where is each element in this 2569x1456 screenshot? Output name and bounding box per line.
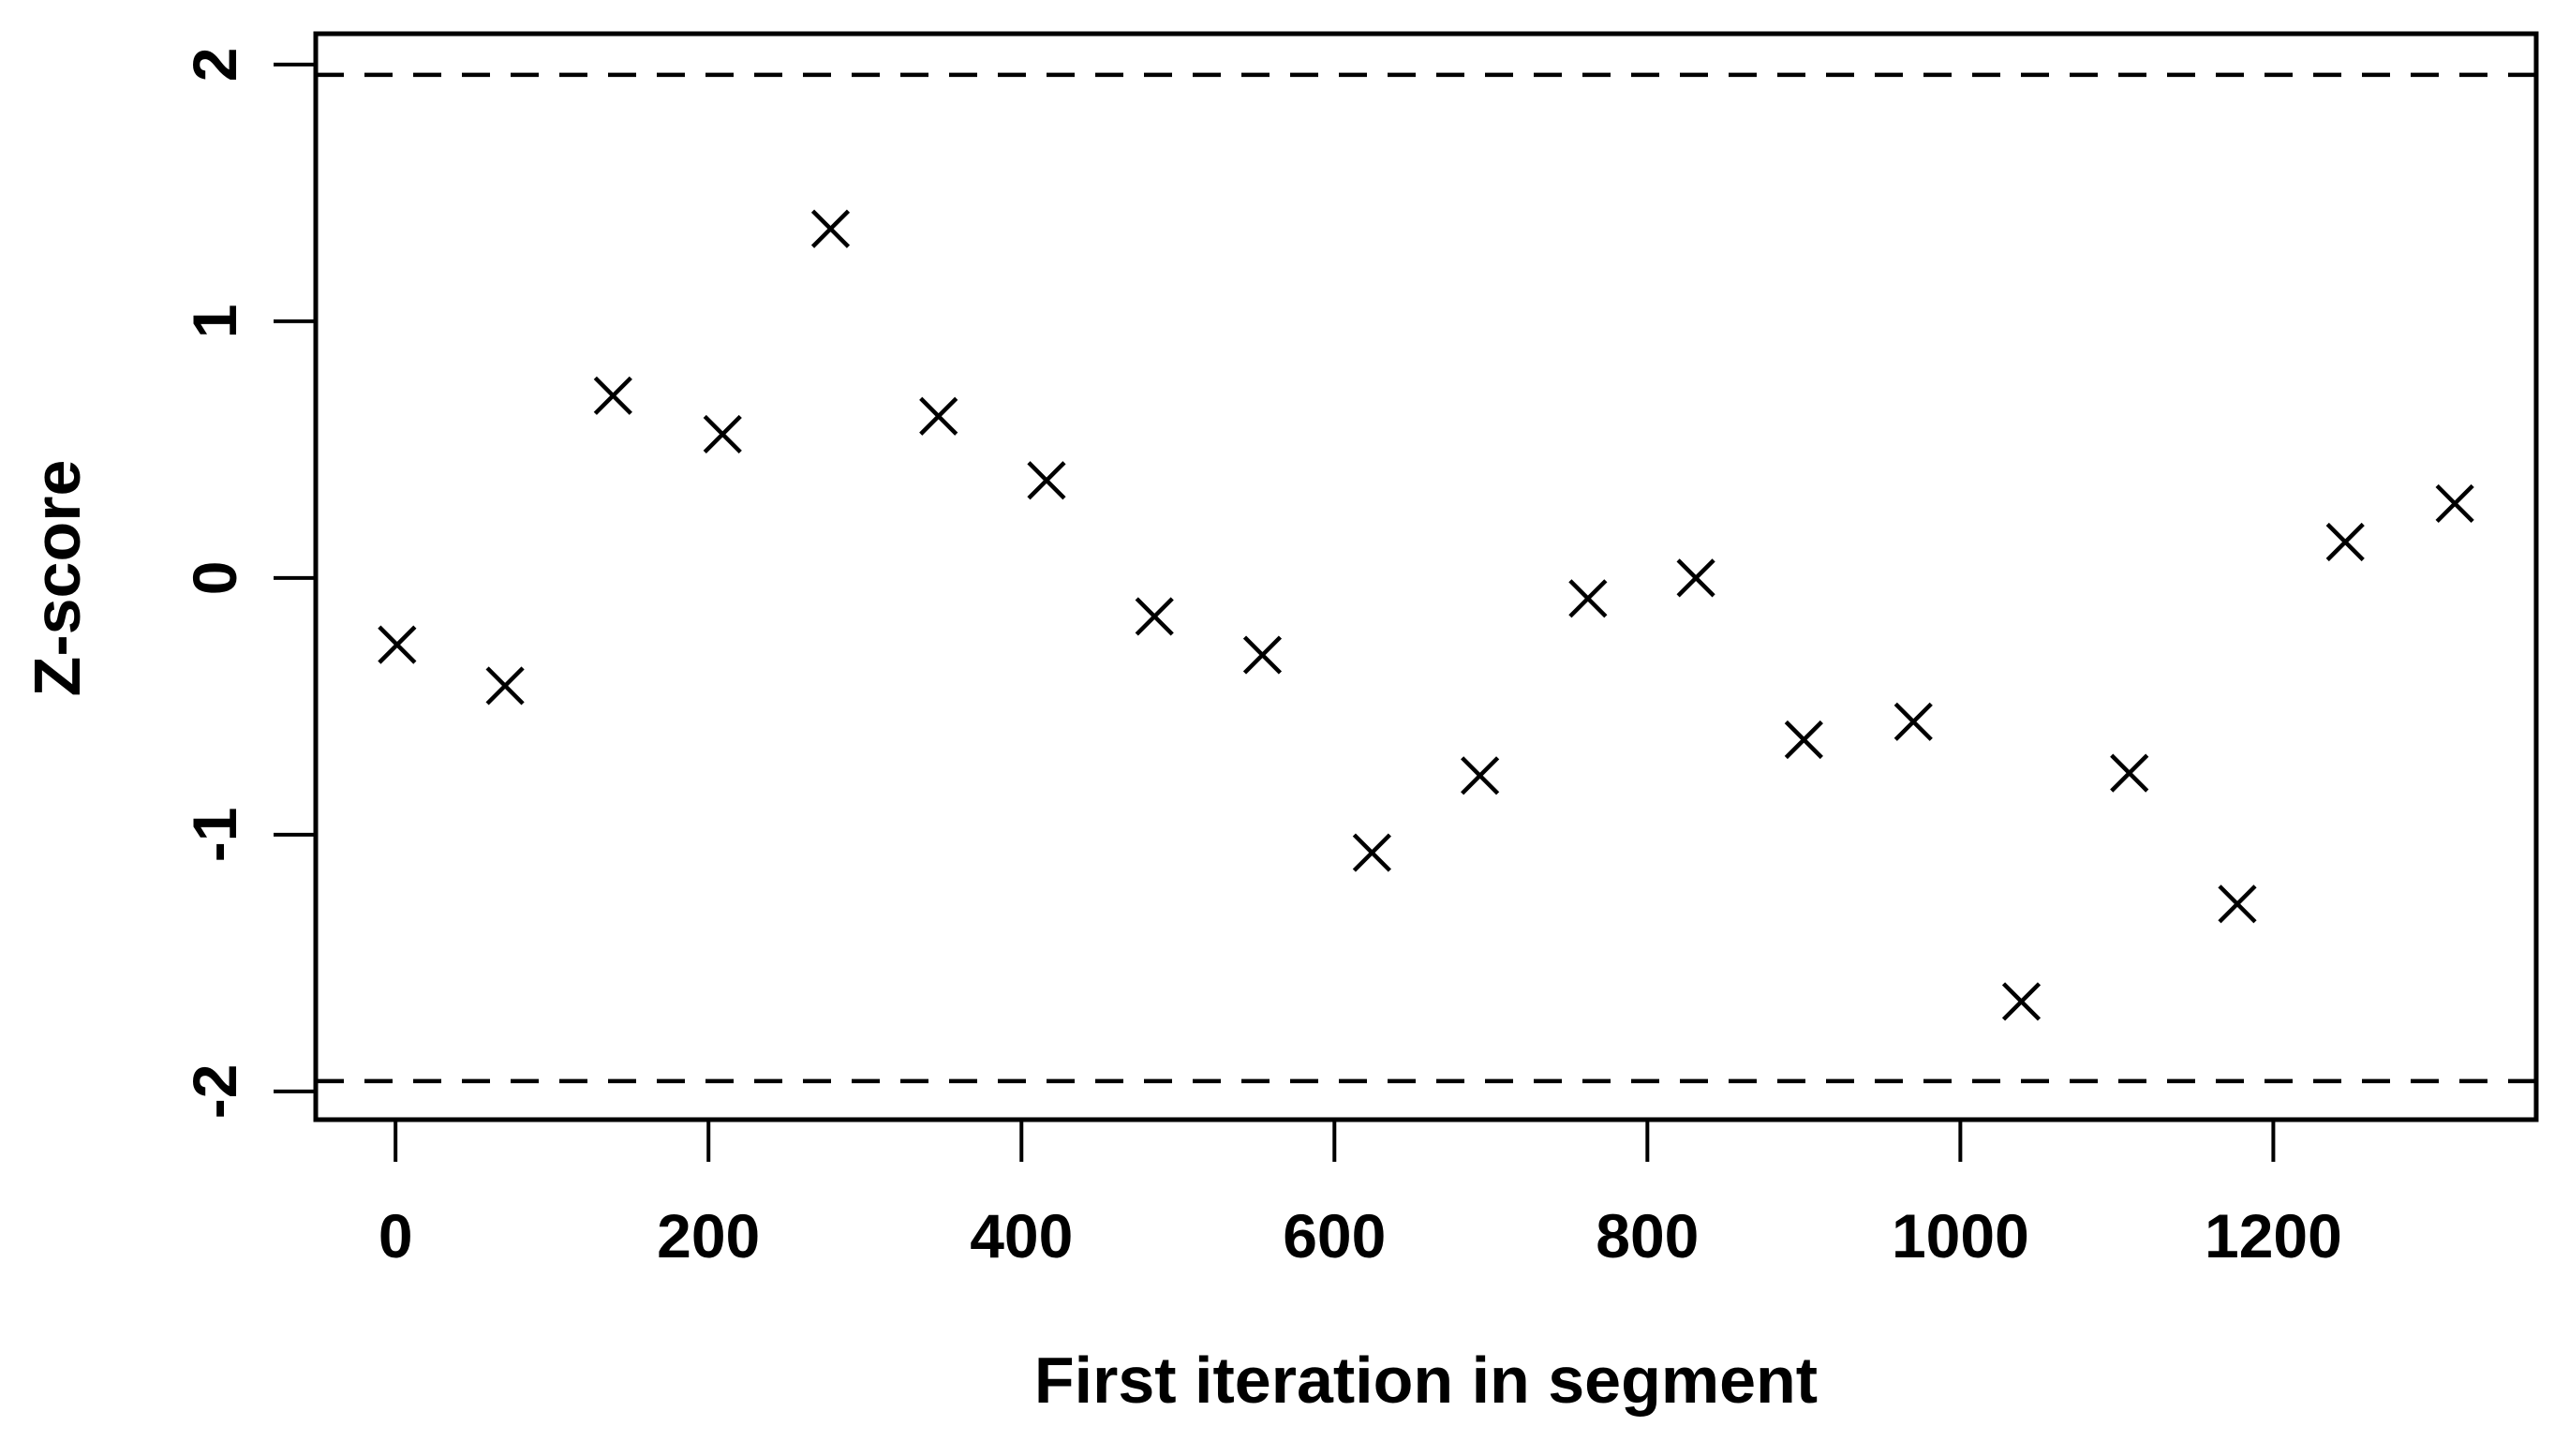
x-tick-label: 400 <box>970 1201 1073 1270</box>
x-tick-label: 200 <box>657 1201 760 1270</box>
plot-frame <box>313 31 2539 1122</box>
data-point-marker <box>2435 483 2474 524</box>
y-tick-label: 2 <box>180 48 249 82</box>
x-tick-label: 600 <box>1283 1201 1386 1270</box>
plot-box-border <box>313 31 2539 1122</box>
data-point-marker <box>2325 522 2365 562</box>
x-tick-label: 800 <box>1596 1201 1699 1270</box>
y-tick-label: 1 <box>180 305 249 339</box>
data-points <box>378 209 2474 1021</box>
y-axis-ticks: -2 -1 0 1 2 <box>180 48 316 1120</box>
x-axis-title: First iteration in segment <box>1034 1344 1818 1417</box>
data-point-marker <box>485 666 525 706</box>
data-point-marker <box>1027 461 1066 500</box>
data-point-marker <box>1676 558 1715 598</box>
y-tick-label: -1 <box>180 808 249 863</box>
y-axis-title: Z-score <box>21 460 94 697</box>
data-point-marker <box>1242 635 1283 675</box>
data-point-marker <box>703 414 742 454</box>
data-point-marker <box>1135 597 1174 636</box>
data-point-marker <box>1784 720 1823 760</box>
data-point-marker <box>810 209 851 248</box>
data-point-marker <box>2001 982 2042 1021</box>
x-tick-label: 1200 <box>2205 1201 2342 1270</box>
data-point-marker <box>1352 833 1391 872</box>
y-tick-label: 0 <box>180 561 249 596</box>
data-point-marker <box>2110 753 2149 793</box>
x-tick-label: 1000 <box>1892 1201 2029 1270</box>
data-point-marker <box>1893 702 1933 741</box>
data-point-marker <box>378 625 417 664</box>
data-point-marker <box>919 396 958 436</box>
data-point-marker <box>2218 884 2257 924</box>
data-point-marker <box>593 376 632 415</box>
threshold-lines <box>316 72 2536 1084</box>
data-point-marker <box>1461 756 1500 795</box>
x-axis-ticks: 0 200 400 600 800 1000 1200 <box>379 1120 2342 1270</box>
x-tick-label: 0 <box>379 1201 413 1270</box>
y-tick-label: -2 <box>180 1064 249 1120</box>
data-point-marker <box>1568 579 1608 618</box>
